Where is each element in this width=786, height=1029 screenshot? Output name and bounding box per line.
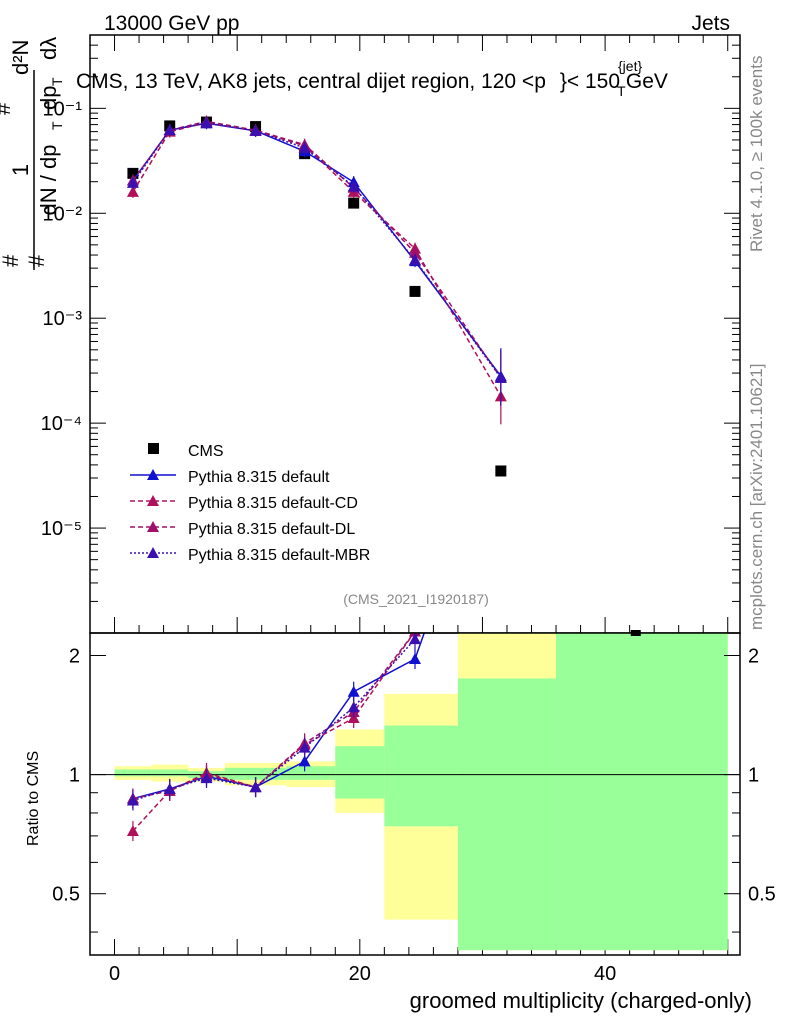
series-marker — [409, 246, 421, 258]
y-axis-label: 1 # dN / dp T # d²N dp T dλ # — [0, 37, 65, 270]
ratio-line-3 — [132, 633, 415, 800]
title-sup: {jet} — [618, 58, 642, 74]
ratio-marker — [409, 652, 421, 664]
ratio-line-4 — [132, 633, 419, 802]
band-green — [224, 767, 287, 780]
x-tick-label: 40 — [594, 963, 616, 985]
ratio-tick-label: 1 — [69, 765, 80, 787]
ylabel-2-sub: T — [49, 121, 65, 130]
analysis-id: (CMS_2021_I1920187) — [343, 591, 489, 607]
ylabel-hash-1: # — [0, 254, 23, 267]
legend-marker — [147, 521, 159, 532]
main-frame — [89, 34, 741, 634]
uncertainty-bands — [114, 633, 728, 951]
series-line-4 — [132, 121, 502, 379]
ratio-tick-label-right: 1 — [748, 765, 759, 787]
ratio-y-label: Ratio to CMS — [25, 751, 42, 846]
band-green — [556, 633, 728, 951]
ylabel-1: 1 — [8, 164, 33, 176]
band-green — [151, 769, 189, 777]
band-green — [384, 725, 458, 827]
side-label-top: Rivet 4.1.0, ≥ 100k events — [747, 56, 766, 252]
band-green — [114, 769, 152, 777]
title-text: CMS, 13 TeV, AK8 jets, central dijet reg… — [76, 70, 668, 93]
ylabel-3: d²N — [8, 40, 33, 75]
ratio-tick-label: 0.5 — [52, 884, 80, 906]
legend-label: CMS — [188, 443, 224, 460]
series-marker — [494, 371, 507, 383]
title-sub: T — [617, 83, 626, 99]
ratio-marker — [347, 701, 360, 713]
main-series — [126, 115, 507, 477]
legend-marker — [147, 469, 159, 480]
series-marker — [200, 116, 213, 128]
side-label-bottom: mcplots.cern.ch [arXiv:2401.10621] — [747, 364, 766, 630]
ratio-plot: 2 2 1 1 0.5 0.5 0 20 40 — [52, 485, 776, 985]
x-axis-label: groomed multiplicity (charged-only) — [410, 988, 752, 1013]
ylabel-hash-2: # — [24, 254, 49, 267]
series-line-1 — [132, 122, 502, 377]
ylabel-2: dN / dp — [36, 145, 61, 216]
legend-marker-cms — [148, 443, 159, 454]
legend-label: Pythia 8.315 default-MBR — [188, 547, 370, 564]
plot-title: CMS, 13 TeV, AK8 jets, central dijet reg… — [76, 58, 668, 99]
cms-point — [127, 167, 139, 179]
cms-point — [348, 197, 360, 209]
ylabel-5: dλ — [36, 37, 61, 60]
band-green — [457, 678, 557, 951]
series-line-3 — [132, 120, 502, 379]
y-tick-label: 10⁻² — [43, 203, 83, 225]
legend-marker — [147, 547, 159, 558]
legend-label: Pythia 8.315 default-DL — [188, 521, 355, 538]
legend-label: Pythia 8.315 default — [188, 469, 330, 486]
ratio-marker — [347, 685, 360, 697]
legend-marker — [147, 495, 159, 506]
ylabel-hash-3: # — [0, 102, 15, 115]
series-marker — [249, 124, 262, 136]
y-tick-label: 10⁻⁴ — [41, 413, 82, 435]
ratio-marker — [249, 781, 262, 793]
ratio-marker — [163, 782, 176, 794]
header-right: Jets — [691, 12, 730, 35]
ratio-marker — [298, 755, 311, 767]
series-line-2 — [132, 121, 502, 397]
ylabel-4: dp — [36, 86, 61, 110]
ratio-marker — [495, 485, 507, 496]
ratio-tick-label-right: 2 — [748, 646, 759, 668]
band-green — [286, 766, 336, 780]
ratio-marker — [298, 741, 311, 753]
ratio-marker — [409, 633, 421, 645]
y-tick-label: 10⁻¹ — [43, 98, 83, 120]
main-plot: 10⁻¹ 10⁻² 10⁻³ 10⁻⁴ 10⁻⁵ — [41, 34, 741, 955]
legend: CMS Pythia 8.315 default Pythia 8.315 defa… — [130, 443, 370, 564]
header-left: 13000 GeV pp — [104, 12, 239, 35]
ratio-frame — [89, 632, 741, 956]
ratio-tick-label-right: 0.5 — [748, 884, 776, 906]
band-green — [335, 746, 385, 799]
series-marker — [126, 185, 139, 197]
y-tick-label: 10⁻⁵ — [41, 518, 82, 540]
ratio-marker — [126, 794, 139, 806]
y-tick-label: 10⁻³ — [43, 308, 83, 330]
x-tick-label: 0 — [109, 963, 120, 985]
ratio-series — [126, 485, 507, 842]
series-marker — [409, 253, 421, 265]
series-marker — [163, 124, 176, 136]
x-tick-label: 20 — [349, 963, 371, 985]
series-marker — [298, 141, 311, 153]
legend-label: Pythia 8.315 default-CD — [188, 495, 358, 512]
series-marker — [347, 180, 360, 192]
ratio-marker — [126, 825, 139, 837]
ratio-tick-label: 2 — [69, 646, 80, 668]
cms-point — [495, 465, 507, 477]
cms-point — [409, 285, 421, 297]
ratio-marker — [200, 772, 213, 784]
series-marker — [126, 176, 139, 188]
ylabel-4-sub: T — [49, 77, 65, 86]
